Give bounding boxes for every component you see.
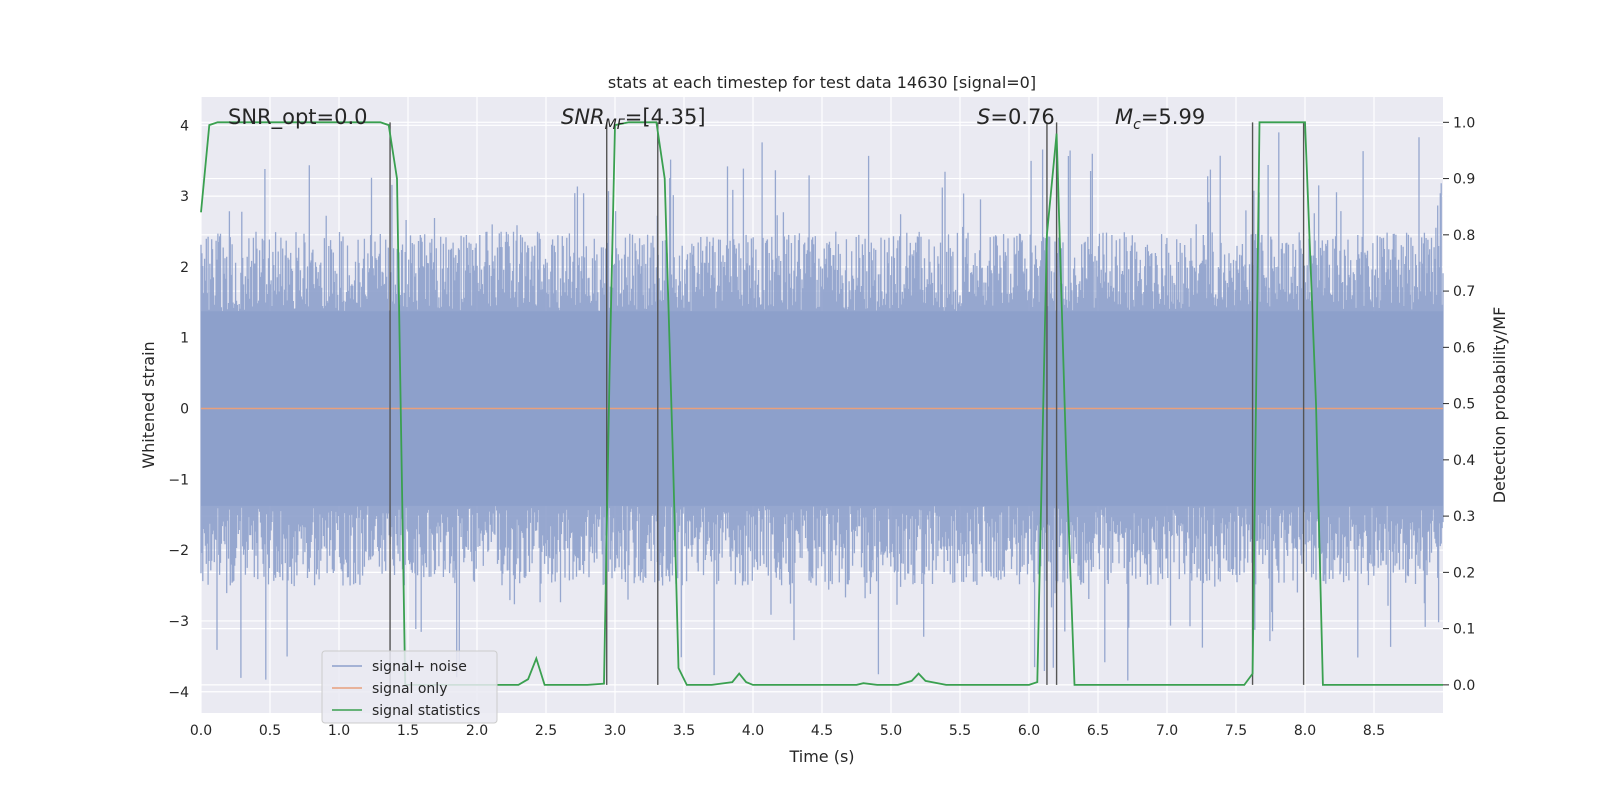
legend-label-signal-noise: signal+ noise — [372, 659, 467, 675]
x-tick-label: 1.0 — [328, 723, 350, 739]
annotation-snr-mf-sub: MF — [605, 117, 626, 133]
x-tick-label: 2.5 — [535, 723, 557, 739]
y2-tick-label: 0.6 — [1453, 340, 1475, 356]
annotation-s: S=0.76 — [977, 105, 1055, 129]
annotation-mc-var: M — [1115, 105, 1133, 129]
annotation-mc-value: =5.99 — [1141, 105, 1205, 129]
y2-tick-label: 0.8 — [1453, 228, 1475, 244]
x-tick-label: 7.0 — [1156, 723, 1178, 739]
annotation-mc-sub: c — [1133, 117, 1141, 133]
y-axis-label: Whitened strain — [139, 341, 158, 468]
y-tick-label: −1 — [168, 472, 189, 488]
x-tick-label: 3.0 — [604, 723, 626, 739]
x-tick-label: 0.5 — [259, 723, 281, 739]
series-signal-statistics — [200, 121, 1443, 686]
y2-tick-label: 0.2 — [1453, 565, 1475, 581]
y-tick-label: 4 — [180, 118, 189, 134]
legend-box — [321, 650, 498, 724]
annotation-mc: Mc=5.99 — [1115, 105, 1205, 133]
x-tick-label: 7.5 — [1225, 723, 1247, 739]
x-axis-label: Time (s) — [788, 747, 854, 766]
x-tick-label: 5.0 — [880, 723, 902, 739]
legend: signal+ noise signal only signal statist… — [321, 650, 498, 724]
axes: 0.0 0.5 1.0 1.5 2.0 2.5 3.0 3.5 4.0 4.5 5.0 5.5 6.0 6… — [168, 115, 1475, 739]
legend-label-signal-only: signal only — [372, 681, 447, 697]
x-tick-label: 0.0 — [190, 723, 212, 739]
y-tick-label: 2 — [180, 260, 189, 276]
annotation-snr-mf-var: SNR — [561, 105, 605, 129]
y-tick-label: 3 — [180, 189, 189, 205]
signal-statistics-line — [200, 121, 1443, 686]
y2-tick-label: 0.5 — [1453, 397, 1475, 413]
annotation-snr-mf-value: =[4.35] — [625, 105, 706, 129]
y-tick-label: 1 — [180, 331, 189, 347]
x-tick-label: 2.0 — [466, 723, 488, 739]
y2-tick-label: 0.4 — [1453, 453, 1475, 469]
x-tick-label: 3.5 — [673, 723, 695, 739]
x-tick-label: 4.0 — [742, 723, 764, 739]
y-tick-label: −3 — [168, 614, 189, 630]
y-tick-label: −2 — [168, 543, 189, 559]
y2-tick-label: 0.0 — [1453, 678, 1475, 694]
x-tick-label: 6.5 — [1087, 723, 1109, 739]
x-tick-label: 8.0 — [1294, 723, 1316, 739]
y-tick-label: 0 — [180, 402, 189, 418]
annotation-snr-opt: SNR_opt=0.0 — [228, 105, 368, 130]
y2-tick-label: 0.9 — [1453, 172, 1475, 188]
x-tick-label: 4.5 — [811, 723, 833, 739]
y-tick-label: −4 — [168, 685, 189, 701]
x-tick-label: 8.5 — [1363, 723, 1385, 739]
y2-tick-label: 0.3 — [1453, 509, 1475, 525]
annotation-s-value: =0.76 — [990, 105, 1054, 129]
annotation-s-var: S — [977, 105, 990, 129]
vertical-markers — [389, 122, 1305, 685]
y2-tick-label: 1.0 — [1453, 115, 1475, 131]
x-tick-label: 6.0 — [1018, 723, 1040, 739]
y2-tick-label: 0.7 — [1453, 284, 1475, 300]
y2-tick-label: 0.1 — [1453, 622, 1475, 638]
x-tick-label: 5.5 — [949, 723, 971, 739]
y2-axis-label: Detection probability/MF — [1490, 307, 1509, 504]
annotation-snr-mf: SNRMF=[4.35] — [561, 105, 706, 133]
chart-title: stats at each timestep for test data 146… — [608, 73, 1036, 92]
legend-label-signal-statistics: signal statistics — [372, 703, 480, 719]
x-tick-label: 1.5 — [397, 723, 419, 739]
